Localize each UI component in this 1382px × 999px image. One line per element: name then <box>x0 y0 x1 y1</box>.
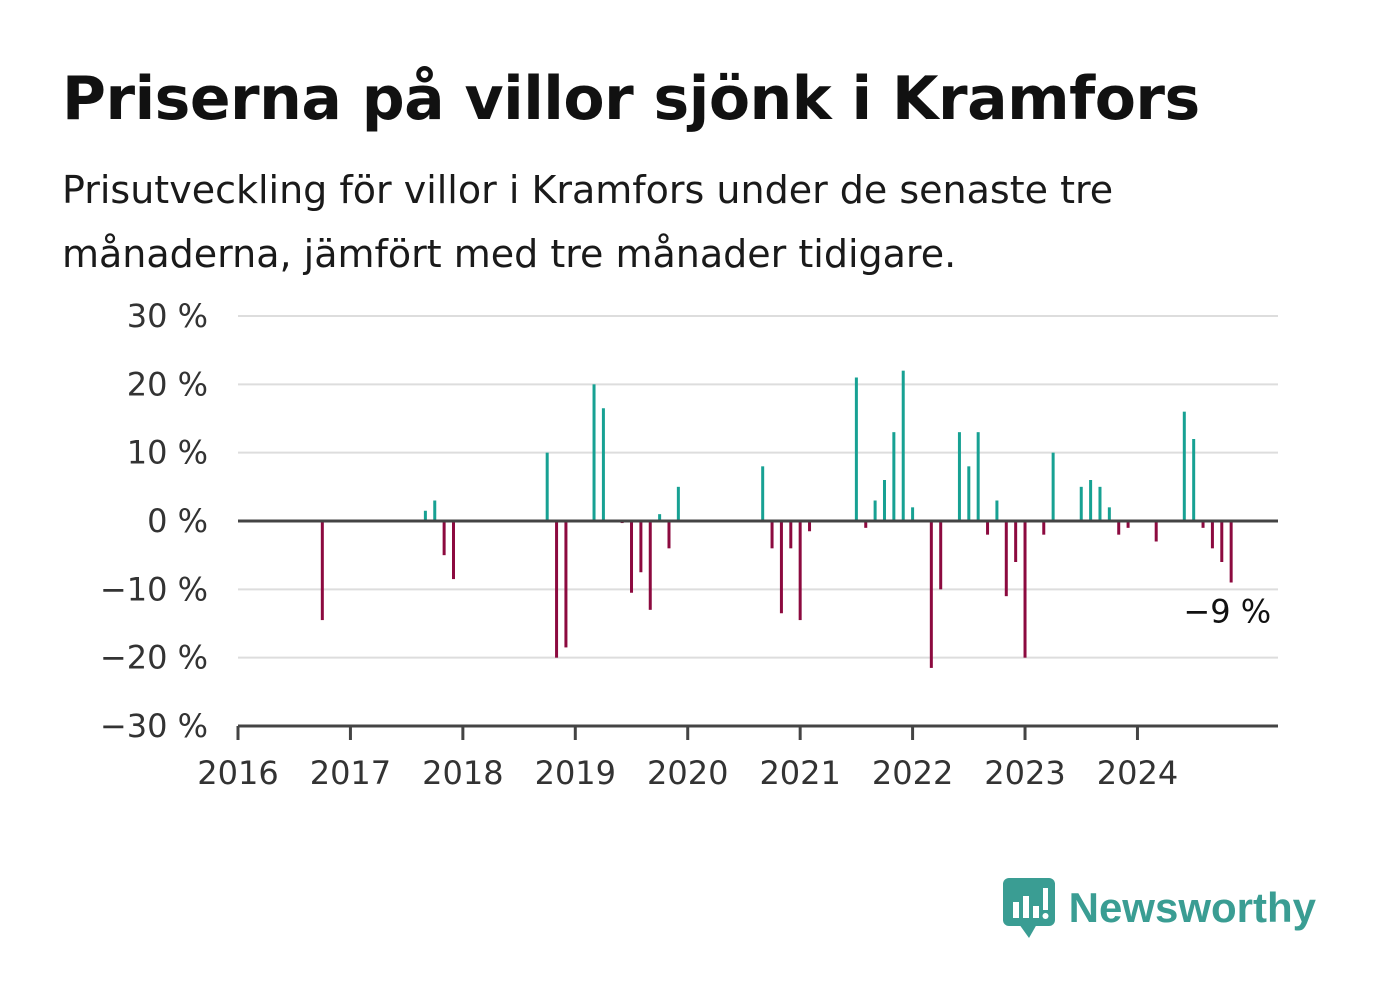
x-tick-label: 2017 <box>310 754 391 792</box>
bar <box>929 521 933 668</box>
x-tick-label: 2020 <box>647 754 728 792</box>
bars <box>320 370 1233 668</box>
bar <box>1154 521 1158 542</box>
x-tick-label: 2016 <box>197 754 278 792</box>
y-tick-label: 30 % <box>127 297 208 335</box>
bar <box>901 370 905 521</box>
newsworthy-brand: Newsworthy <box>1002 878 1316 938</box>
bar <box>658 514 662 521</box>
y-tick-label: 20 % <box>127 365 208 403</box>
bar <box>779 521 783 614</box>
bar <box>1089 480 1093 521</box>
y-tick-label: 0 % <box>147 502 208 540</box>
bar-chart-speech-bubble-icon <box>1002 878 1055 938</box>
bar <box>939 521 943 590</box>
y-tick-label: −20 % <box>100 639 208 677</box>
bar <box>789 521 793 549</box>
bar <box>808 521 812 532</box>
annotations: −9 % <box>1183 593 1271 631</box>
bar <box>995 500 999 521</box>
x-tick-label: 2018 <box>422 754 503 792</box>
bar <box>1220 521 1224 562</box>
bar <box>1201 521 1205 528</box>
bar <box>770 521 774 549</box>
bar <box>601 408 605 521</box>
bar <box>1098 486 1102 521</box>
bar <box>564 521 568 648</box>
bar <box>451 521 455 580</box>
x-tick-label: 2019 <box>535 754 616 792</box>
bar <box>1192 439 1196 521</box>
chart-title: Priserna på villor sjönk i Kramfors <box>62 64 1200 134</box>
bar <box>882 480 886 521</box>
bar <box>667 521 671 549</box>
bar <box>676 486 680 521</box>
bar <box>1051 452 1055 521</box>
chart-subtitle: Prisutveckling för villor i Kramfors und… <box>62 168 1114 276</box>
bar <box>1107 507 1111 521</box>
bar <box>1042 521 1046 535</box>
bar <box>433 500 437 521</box>
axes <box>236 519 1278 740</box>
bar <box>1014 521 1018 562</box>
bar <box>545 452 549 521</box>
y-tick-label: −30 % <box>100 707 208 745</box>
bar <box>976 432 980 521</box>
bar <box>986 521 990 535</box>
x-tick-label: 2024 <box>1097 754 1178 792</box>
bar <box>1229 521 1233 583</box>
x-tick-label: 2021 <box>759 754 840 792</box>
bar <box>639 521 643 573</box>
bar <box>648 521 652 610</box>
bar <box>892 432 896 521</box>
last-value-label: −9 % <box>1183 593 1271 631</box>
bar <box>957 432 961 521</box>
gridlines <box>238 315 1278 659</box>
bar <box>442 521 446 556</box>
bar <box>798 521 802 621</box>
bar <box>1126 521 1130 528</box>
brand-name: Newsworthy <box>1068 884 1316 931</box>
bar <box>555 521 559 658</box>
x-tick-label: 2022 <box>872 754 953 792</box>
bar <box>873 500 877 521</box>
bar <box>854 377 858 521</box>
bar <box>320 521 324 621</box>
bar <box>630 521 634 593</box>
x-tick-label: 2023 <box>984 754 1065 792</box>
bar <box>761 466 765 521</box>
bar <box>1004 521 1008 597</box>
bar <box>1079 486 1083 521</box>
bar <box>864 521 868 528</box>
bar <box>423 510 427 521</box>
y-axis-labels: 30 % 20 % 10 % 0 % −10 % −20 % −30 % <box>100 297 208 745</box>
bar <box>592 384 596 521</box>
bar <box>1023 521 1027 658</box>
bar <box>1182 411 1186 521</box>
bar <box>967 466 971 521</box>
bar <box>911 507 915 521</box>
bar <box>1117 521 1121 535</box>
y-tick-label: −10 % <box>100 570 208 608</box>
x-axis-labels: 2016 2017 2018 2019 2020 2021 2022 2023 2024 <box>197 754 1178 792</box>
y-tick-label: 10 % <box>127 434 208 472</box>
bar <box>1210 521 1214 549</box>
